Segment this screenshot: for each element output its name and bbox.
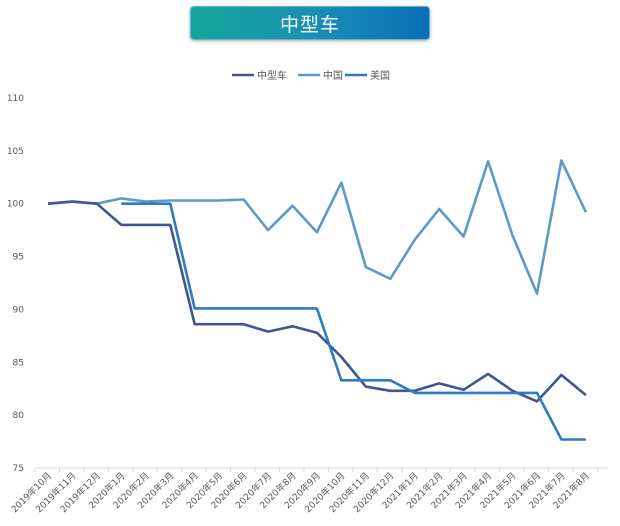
y-tick-label: 85 (13, 358, 24, 368)
legend-item: 中型车 (232, 69, 287, 82)
series-line-中型车 (47, 200, 587, 403)
series-line-中国 (47, 159, 588, 295)
legend-item: 美国 (345, 69, 390, 82)
series-line-美国 (121, 202, 586, 441)
legend-label: 美国 (370, 69, 390, 82)
y-tick-label: 75 (13, 464, 24, 474)
y-tick-label: 100 (7, 200, 24, 210)
y-tick-label: 80 (13, 411, 25, 421)
chart-title-banner: 中型车 (190, 6, 430, 40)
legend-label: 中国 (323, 69, 343, 82)
y-axis: 75 80 85 90 95 100 105 110 (7, 94, 24, 474)
y-tick-label: 110 (7, 94, 24, 104)
y-tick-label: 95 (13, 253, 24, 263)
x-axis: 2019年10月2019年11月2019年12月2020年1月2020年2月20… (9, 467, 608, 515)
y-tick-label: 90 (13, 305, 25, 315)
legend-item: 中国 (298, 69, 343, 82)
series-layer (47, 159, 588, 441)
chart-legend: 中型车 中国 美国 (232, 69, 390, 82)
y-tick-label: 105 (7, 147, 24, 157)
legend-label: 中型车 (257, 69, 287, 82)
chart-title: 中型车 (279, 13, 340, 36)
